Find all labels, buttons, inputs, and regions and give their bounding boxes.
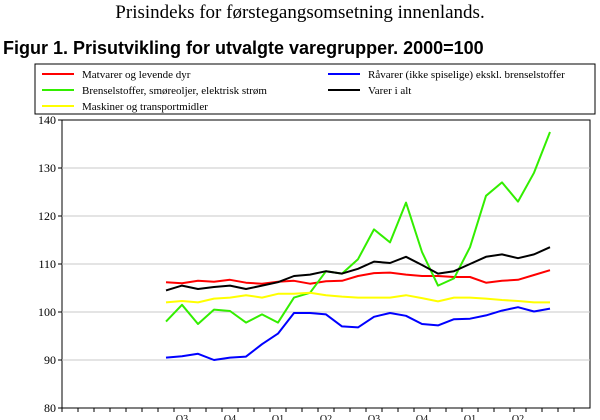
line-chart: Matvarer og levende dyr Brenselstoffer, s… [34,63,596,420]
figure-title: Figur 1. Prisutvikling for utvalgte vare… [3,38,484,58]
y-tick-label: 90 [44,353,56,367]
y-tick-label: 130 [38,161,56,175]
series-line-0 [165,269,551,285]
legend-label: Maskiner og transportmidler [82,101,208,113]
x-axis: Q3Q4Q1Q2Q3Q4Q1Q2200320042005 [61,408,575,420]
y-tick-label: 80 [44,401,56,415]
y-tick-label: 140 [38,113,56,127]
x-quarter-label: Q1 [272,414,284,420]
page-heading: Prisindeks for førstegangsomsetning inne… [115,2,485,23]
x-quarter-label: Q3 [176,414,188,420]
legend-label: Varer i alt [368,85,411,97]
legend-label: Brenselstoffer, smøreoljer, elektrisk st… [82,85,267,97]
x-quarter-label: Q3 [368,414,380,420]
series-line-2 [165,291,550,304]
series-line-4 [165,246,551,292]
series-line-3 [165,306,551,361]
y-tick-label: 120 [38,209,56,223]
x-quarter-label: Q4 [224,414,236,420]
legend-box [34,63,596,115]
legend: Matvarer og levende dyr Brenselstoffer, s… [42,69,565,113]
x-quarter-label: Q1 [464,414,476,420]
legend-label: Råvarer (ikke spiselige) ekskl. brensels… [368,69,565,81]
legend-label: Matvarer og levende dyr [82,69,191,81]
y-axis: 80 90 100 110 120 130 140 [38,113,62,415]
grid-lines [62,167,590,361]
x-quarter-label: Q2 [512,414,524,420]
x-quarter-label: Q2 [320,414,332,420]
y-tick-label: 100 [38,305,56,319]
y-tick-label: 110 [38,257,56,271]
x-quarter-label: Q4 [416,414,428,420]
series-line-1 [165,131,551,325]
series-lines [165,131,551,361]
